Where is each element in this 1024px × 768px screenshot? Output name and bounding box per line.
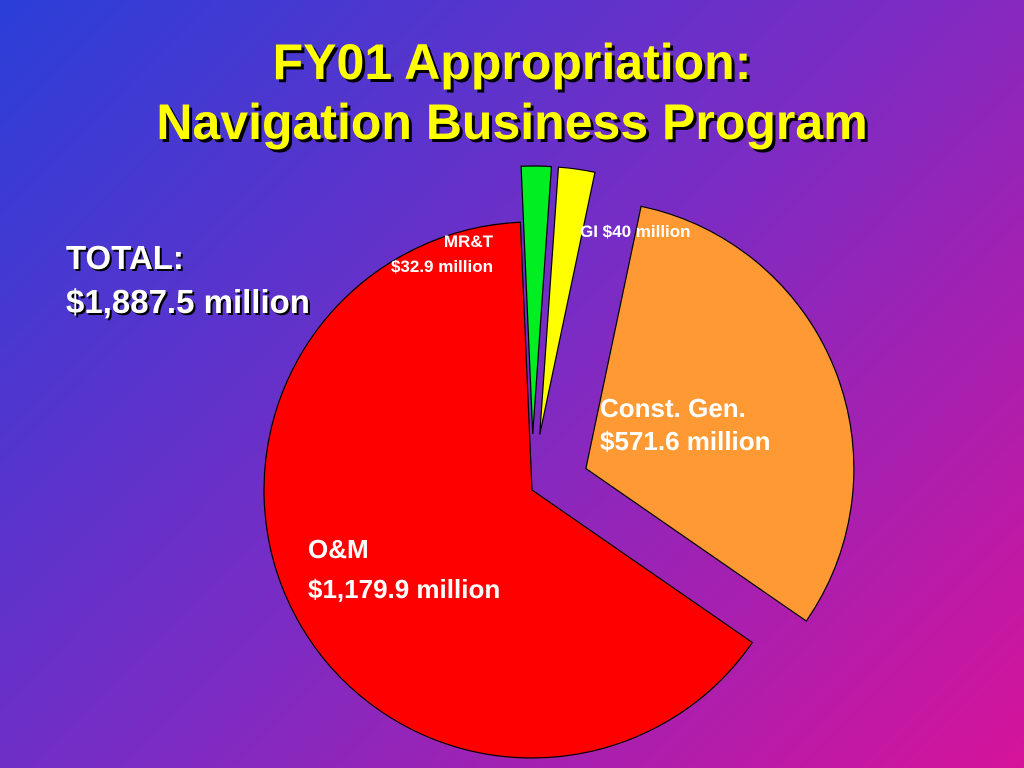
slice-label-gi-1: GI $40 million [580, 222, 691, 241]
total-block: TOTAL: $1,887.5 million [66, 236, 310, 324]
pie-labels: GI $40 million Const. Gen.$571.6 million O… [308, 222, 771, 604]
pie-slice-mr-t [520, 165, 553, 435]
total-label: TOTAL: [66, 239, 184, 276]
slide-title: FY01 Appropriation: Navigation Business … [0, 32, 1024, 152]
slice-label-mr-t-1: MR&T [444, 232, 494, 251]
total-value: $1,887.5 million [66, 283, 310, 320]
slice-label-o-m-1: O&M [308, 534, 369, 564]
pie-slice-const-gen [585, 205, 855, 622]
pie-slice-gi [539, 166, 596, 435]
slice-label-mr-t-2: $32.9 million [391, 257, 493, 276]
slice-label-const-gen-2: $571.6 million [600, 426, 771, 456]
slice-label-const-gen-1: Const. Gen. [600, 393, 746, 423]
title-line-2: Navigation Business Program [156, 94, 868, 150]
title-line-1: FY01 Appropriation: [272, 34, 752, 90]
slice-label-o-m-2: $1,179.9 million [308, 574, 500, 604]
pie-slices [263, 165, 855, 759]
pie-slice-o-m [263, 221, 754, 759]
